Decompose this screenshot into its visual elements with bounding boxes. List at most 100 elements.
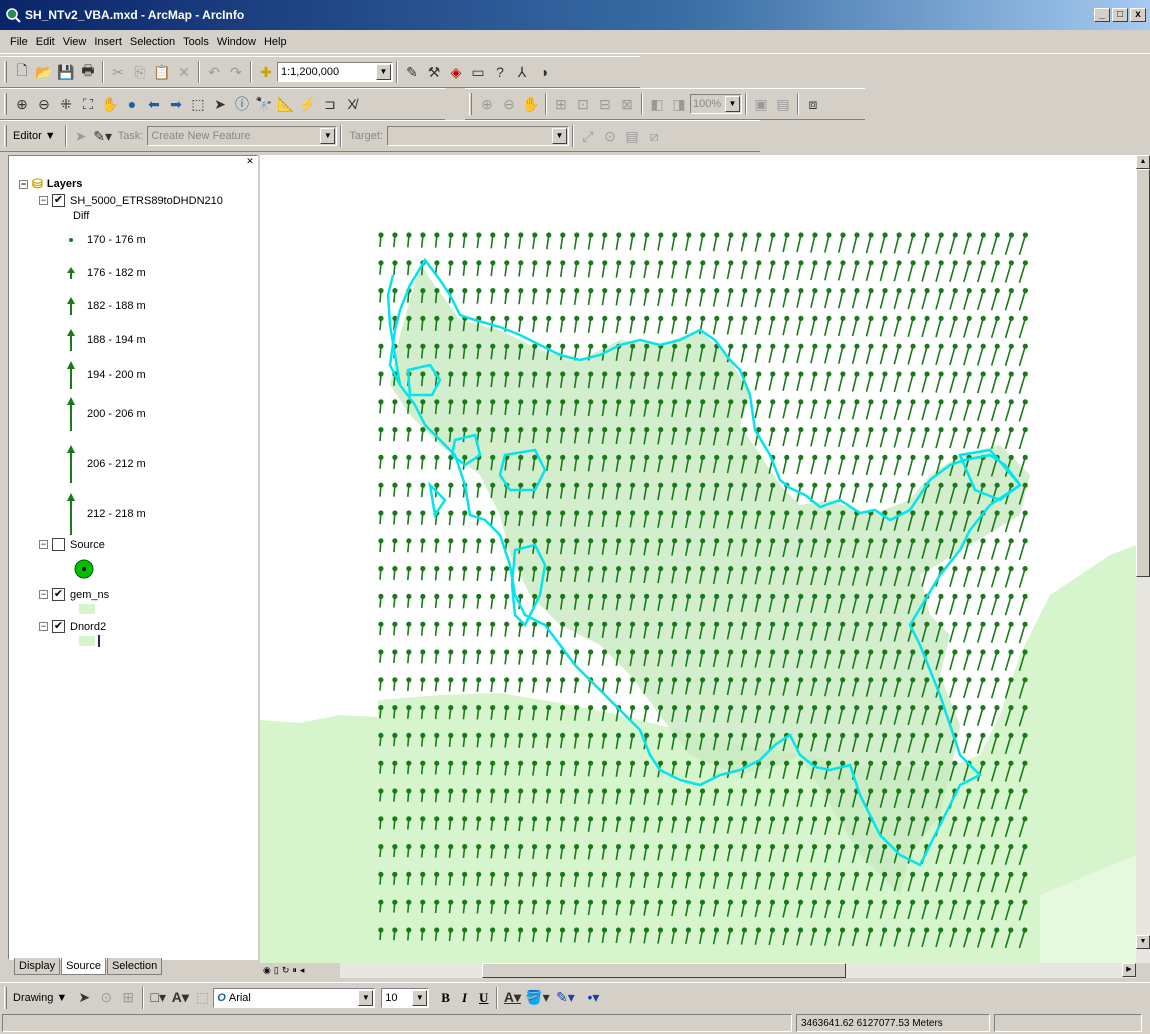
toggle-draft-icon[interactable]: ▣ — [754, 95, 768, 112]
toolbar-grip[interactable] — [4, 93, 7, 115]
layer-source[interactable]: − Source — [39, 538, 105, 551]
collapse-icon[interactable]: − — [19, 178, 28, 189]
horizontal-scroll-thumb[interactable] — [482, 963, 846, 978]
legend-class[interactable]: 176 - 182 m — [63, 266, 146, 280]
layers-root[interactable]: − ⛁ Layers — [19, 176, 82, 192]
scroll-up-icon[interactable]: ▲ — [1136, 155, 1150, 169]
save-icon[interactable]: 💾 — [57, 63, 75, 80]
layer-visibility-checkbox[interactable] — [52, 538, 65, 551]
forward-extent-icon[interactable]: ◨ — [672, 95, 686, 112]
arctoolbox-icon[interactable]: ⚒ — [427, 63, 441, 80]
layer-visibility-checkbox[interactable]: ✔ — [52, 588, 65, 601]
map-canvas[interactable] — [260, 155, 1136, 963]
font-combo[interactable]: O Arial ▼ — [213, 987, 376, 1008]
change-layout-icon[interactable]: ⧈ — [808, 95, 818, 112]
chevron-down-icon[interactable]: ▼ — [320, 128, 336, 144]
layer-visibility-checkbox[interactable]: ✔ — [52, 620, 65, 633]
close-icon[interactable]: ✕ — [246, 156, 254, 166]
maximize-button[interactable]: □ — [1112, 8, 1128, 22]
fill-color-icon[interactable]: 🪣▾ — [525, 989, 550, 1005]
measure-icon[interactable]: 📐 — [277, 95, 295, 112]
hyperlink-icon[interactable]: ⚡ — [299, 95, 317, 112]
cut-icon[interactable]: ✂ — [112, 63, 124, 80]
layer-dnord2[interactable]: − ✔ Dnord2 — [39, 620, 106, 633]
chevron-down-icon[interactable]: ▼ — [376, 64, 391, 80]
tab-source[interactable]: Source — [61, 958, 106, 975]
collapse-icon[interactable]: − — [39, 539, 48, 549]
task-combo[interactable]: Create New Feature ▼ — [147, 126, 338, 146]
fixed-zoom-page-icon[interactable]: ⊟ — [599, 95, 611, 112]
full-extent-icon[interactable]: ● — [127, 96, 137, 112]
back-extent-icon[interactable]: ◧ — [650, 95, 664, 112]
text-icon[interactable]: A▾ — [171, 989, 189, 1005]
editor-toolbar-icon[interactable]: ✎ — [406, 63, 418, 80]
toolbar-grip[interactable] — [469, 93, 472, 115]
layout-zoom-combo[interactable]: 100% ▼ — [690, 94, 742, 114]
scroll-left-icon[interactable]: ◂ — [299, 965, 305, 975]
go-to-xy-icon[interactable]: X̸ — [347, 96, 357, 112]
collapse-icon[interactable]: − — [39, 589, 48, 599]
bold-button[interactable]: B — [441, 989, 450, 1005]
find-icon[interactable]: 🔭 — [255, 95, 273, 112]
legend-class[interactable]: 182 - 188 m — [63, 296, 146, 316]
identify-icon[interactable]: ⓘ — [235, 96, 249, 112]
font-size-combo[interactable]: 10 ▼ — [381, 987, 430, 1008]
rotate-tool-icon[interactable]: ⊙ — [604, 127, 616, 144]
legend-class[interactable]: 212 - 218 m — [63, 492, 146, 536]
menu-selection[interactable]: Selection — [129, 35, 176, 48]
menu-file[interactable]: File — [10, 35, 28, 48]
layer-visibility-checkbox[interactable]: ✔ — [52, 194, 65, 207]
layout-pan-icon[interactable]: ✋ — [522, 95, 540, 112]
drawing-menu[interactable]: Drawing ▼ — [13, 991, 68, 1004]
toolbar-grip[interactable] — [4, 61, 7, 83]
layer-gem-ns[interactable]: − ✔ gem_ns — [39, 588, 109, 601]
fit-page-icon[interactable]: ⊠ — [621, 95, 633, 112]
focus-data-frame-icon[interactable]: ▤ — [776, 95, 790, 112]
vertical-scroll-thumb[interactable] — [1136, 169, 1150, 577]
chevron-down-icon[interactable]: ▼ — [412, 989, 428, 1006]
attributes-icon[interactable]: ▤ — [625, 127, 639, 144]
refresh-icon[interactable]: ↻ — [281, 965, 290, 975]
model-builder-icon[interactable]: ⅄ — [517, 63, 527, 80]
layer-sh-5000[interactable]: − ✔ SH_5000_ETRS89toDHDN210 — [39, 194, 223, 207]
collapse-icon[interactable]: − — [39, 621, 48, 631]
fixed-zoom-out-icon[interactable]: ⛶ — [83, 95, 93, 112]
scroll-right-icon[interactable]: ▶ — [1122, 963, 1136, 977]
select-features-icon[interactable]: ⬚ — [191, 95, 205, 112]
scroll-down-icon[interactable]: ▼ — [1136, 935, 1150, 949]
legend-class[interactable]: 170 - 176 m — [63, 234, 146, 246]
select-elements-icon[interactable]: ➤ — [214, 95, 226, 112]
delete-icon[interactable]: ✕ — [178, 63, 190, 80]
minimize-button[interactable]: _ — [1094, 8, 1110, 22]
font-color-icon[interactable]: A▾ — [503, 989, 521, 1005]
paste-icon[interactable]: 📋 — [153, 63, 171, 80]
collapse-icon[interactable]: − — [39, 195, 48, 205]
menu-window[interactable]: Window — [216, 35, 256, 48]
legend-class[interactable]: 188 - 194 m — [63, 328, 146, 352]
legend-class[interactable]: 206 - 212 m — [63, 444, 146, 484]
open-icon[interactable]: 📂 — [35, 63, 53, 80]
vertical-scrollbar[interactable]: ▲ ▼ — [1136, 155, 1150, 963]
edit-vertices-icon[interactable]: ⬚ — [195, 989, 209, 1005]
chevron-down-icon[interactable]: ▼ — [725, 96, 740, 112]
chevron-down-icon[interactable]: ▼ — [552, 128, 568, 144]
target-combo[interactable]: ▼ — [387, 126, 570, 146]
add-data-icon[interactable]: ✚ — [260, 63, 272, 80]
italic-button[interactable]: I — [461, 989, 468, 1005]
line-color-icon[interactable]: ✎▾ — [556, 989, 575, 1005]
legend-class[interactable]: 200 - 206 m — [63, 396, 146, 432]
close-button[interactable]: x — [1130, 8, 1146, 22]
rotate-icon[interactable]: ⊙ — [100, 989, 113, 1005]
select-elements-icon[interactable]: ➤ — [78, 989, 91, 1005]
whats-this-icon[interactable]: ? — [496, 64, 504, 80]
new-document-icon[interactable]: 🗋 — [16, 62, 28, 78]
layout-zoom-out-icon[interactable]: ⊖ — [503, 95, 515, 112]
marker-color-icon[interactable]: •▾ — [587, 989, 600, 1005]
layout-view-icon[interactable]: ▯ — [273, 965, 279, 975]
menu-insert[interactable]: Insert — [94, 35, 122, 48]
edit-tool-icon[interactable]: ➤ — [74, 127, 87, 144]
horizontal-scrollbar[interactable]: ◉ ▯ ↻ ⏸ ◂ ▶ — [260, 963, 1136, 978]
command-line-icon[interactable]: ▭ — [471, 63, 485, 80]
underline-button[interactable]: U — [479, 989, 489, 1005]
next-extent-icon[interactable]: ➡ — [170, 95, 182, 112]
